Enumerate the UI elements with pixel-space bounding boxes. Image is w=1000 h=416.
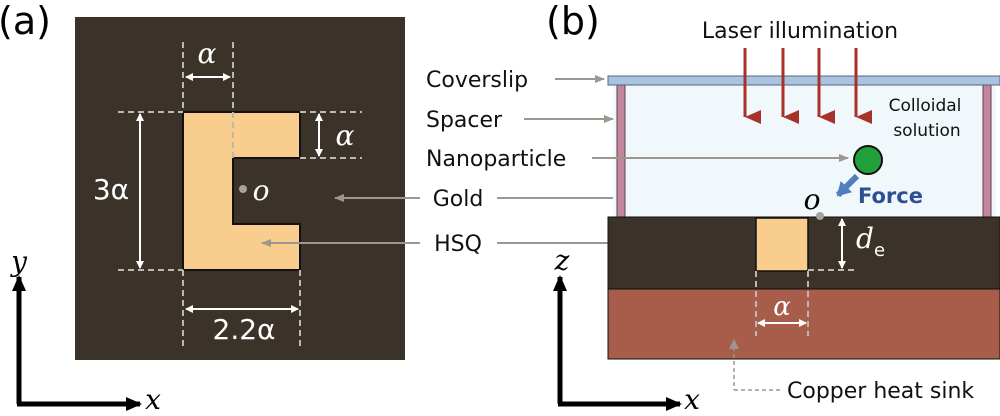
heat-sink-leader — [733, 347, 780, 391]
z-axis-label: z — [554, 244, 570, 277]
panel-a-label: (a) — [0, 0, 51, 43]
dimension-guides — [118, 42, 362, 346]
colloidal-label-1: Colloidal — [889, 96, 962, 116]
dim-3alpha: 3α — [93, 173, 129, 206]
de-subscript: e — [874, 240, 885, 261]
origin-label-a: o — [253, 174, 270, 207]
heat-sink-leader-tip — [729, 339, 739, 349]
panel-b-leaders — [524, 75, 849, 162]
origin-dot-b — [816, 212, 824, 220]
x-axis-label-b: x — [684, 383, 700, 416]
hsq-cross-section — [755, 217, 809, 272]
force-label: Force — [858, 184, 923, 208]
nanoparticle-label: Nanoparticle — [426, 147, 566, 172]
dimension-arrows — [136, 73, 323, 313]
spacer-label: Spacer — [426, 108, 503, 133]
dim-alpha-top: α — [198, 37, 217, 70]
panel-b-label: (b) — [546, 0, 600, 43]
laser-arrows — [743, 48, 872, 124]
coverslip-label: Coverslip — [426, 68, 528, 93]
gold-label: Gold — [433, 187, 484, 212]
de-main: d — [856, 222, 874, 255]
de-label: de — [856, 222, 885, 261]
spacer-right — [982, 83, 992, 218]
heat-sink-label: Copper heat sink — [787, 379, 974, 404]
dim-alpha-notch: α — [336, 119, 355, 152]
spacer-left — [616, 83, 626, 218]
alpha-label-b: α — [773, 292, 791, 322]
hsq-c-shape — [182, 111, 301, 271]
alpha-guides-b — [755, 271, 809, 336]
laser-label: Laser illumination — [702, 19, 898, 44]
y-axis-label: y — [9, 245, 28, 278]
force-arrow — [835, 173, 860, 198]
coverslip — [607, 75, 1000, 86]
colloidal-solution — [613, 84, 996, 217]
nanoparticle — [853, 145, 883, 175]
x-axis-label-a: x — [145, 383, 161, 416]
dim-2-2alpha: 2.2α — [213, 313, 276, 346]
colloidal-label-2: solution — [893, 121, 960, 141]
origin-dot-a — [239, 185, 247, 193]
hsq-label: HSQ — [434, 232, 482, 257]
origin-label-b: o — [804, 183, 821, 216]
